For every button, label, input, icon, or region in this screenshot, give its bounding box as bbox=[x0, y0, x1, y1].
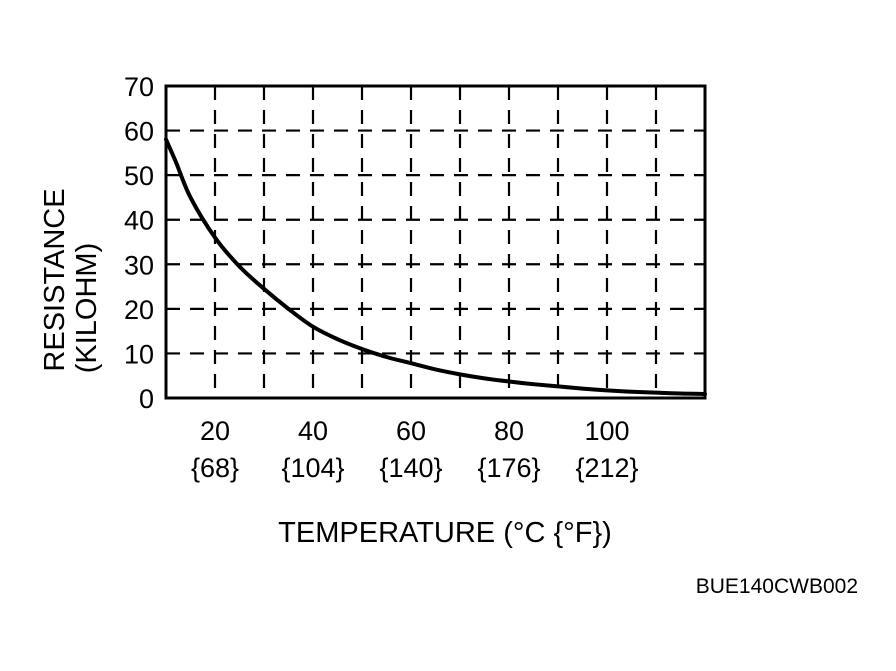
y-tick-label: 40 bbox=[124, 206, 154, 236]
x-tick-label-fahrenheit: {68} bbox=[191, 453, 239, 483]
x-tick-label-fahrenheit: {212} bbox=[575, 453, 638, 483]
y-tick-label: 30 bbox=[124, 250, 154, 280]
y-tick-label: 60 bbox=[124, 117, 154, 147]
figure-code: BUE140CWB002 bbox=[696, 575, 858, 598]
y-tick-label: 10 bbox=[124, 339, 154, 369]
x-tick-label: 40 bbox=[298, 416, 328, 446]
x-tick-label: 100 bbox=[584, 416, 629, 446]
plot-frame bbox=[164, 84, 707, 400]
x-axis-title: TEMPERATURE (°C {°F}) bbox=[278, 517, 612, 549]
x-tick-labels: 20 {68} 40 {104} 60 {140} 80 {176} 100 {212} bbox=[191, 416, 639, 483]
y-tick-label: 70 bbox=[124, 72, 154, 102]
grid-lines bbox=[166, 86, 705, 398]
resistance-curve bbox=[164, 137, 707, 396]
x-tick-label-fahrenheit: {176} bbox=[477, 453, 540, 483]
x-tick-label: 20 bbox=[200, 416, 230, 446]
y-tick-label: 0 bbox=[139, 384, 154, 414]
y-tick-label: 20 bbox=[124, 295, 154, 325]
y-tick-labels: 0 10 20 30 40 50 60 70 bbox=[124, 72, 154, 414]
y-axis-title-line2: (KILOHM) bbox=[71, 243, 103, 374]
y-tick-label: 50 bbox=[124, 161, 154, 191]
x-tick-label: 80 bbox=[494, 416, 524, 446]
x-tick-label: 60 bbox=[396, 416, 426, 446]
x-tick-label-fahrenheit: {140} bbox=[379, 453, 442, 483]
x-tick-label-fahrenheit: {104} bbox=[281, 453, 344, 483]
y-axis-title-line1: RESISTANCE bbox=[39, 188, 71, 371]
